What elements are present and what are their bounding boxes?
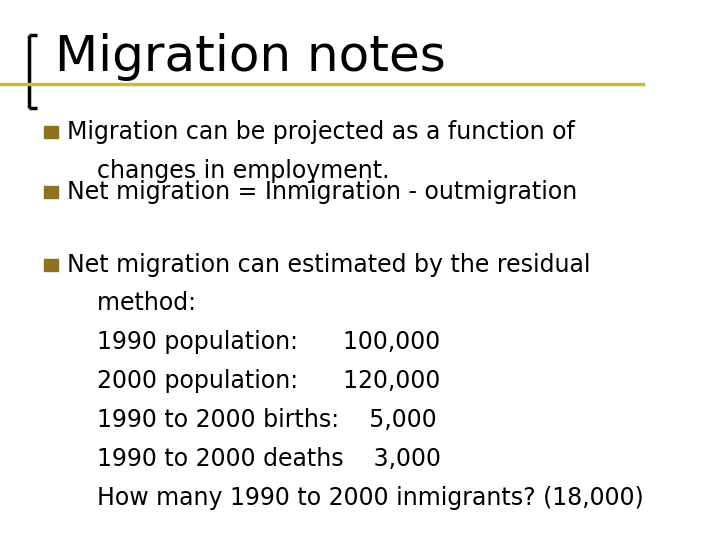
Text: Net migration = Inmigration - outmigration: Net migration = Inmigration - outmigrati… bbox=[68, 180, 577, 204]
Text: Net migration can estimated by the residual: Net migration can estimated by the resid… bbox=[68, 253, 591, 276]
Bar bbox=[44, 259, 58, 271]
Text: method:: method: bbox=[68, 292, 197, 315]
Text: Migration can be projected as a function of: Migration can be projected as a function… bbox=[68, 120, 575, 144]
Text: 1990 to 2000 deaths    3,000: 1990 to 2000 deaths 3,000 bbox=[68, 447, 441, 471]
Bar bbox=[44, 186, 58, 198]
Text: Migration notes: Migration notes bbox=[55, 33, 446, 80]
Text: 2000 population:      120,000: 2000 population: 120,000 bbox=[68, 369, 441, 393]
Text: How many 1990 to 2000 inmigrants? (18,000): How many 1990 to 2000 inmigrants? (18,00… bbox=[68, 486, 644, 510]
Bar bbox=[44, 126, 58, 138]
Text: 1990 to 2000 births:    5,000: 1990 to 2000 births: 5,000 bbox=[68, 408, 437, 432]
Text: changes in employment.: changes in employment. bbox=[68, 159, 390, 183]
Text: 1990 population:      100,000: 1990 population: 100,000 bbox=[68, 330, 441, 354]
